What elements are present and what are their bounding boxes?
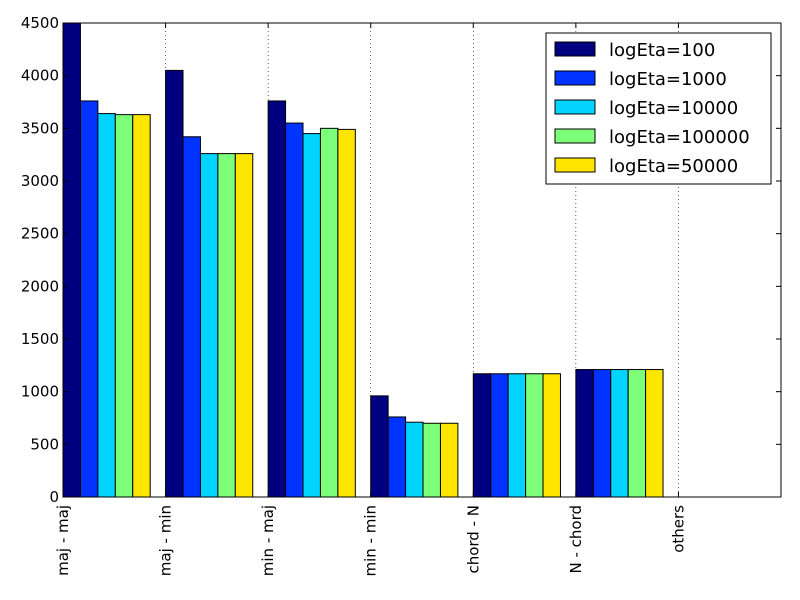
- y-tick-label: 2000: [21, 277, 59, 295]
- legend-label: logEta=1000: [609, 69, 727, 90]
- y-tick-label: 1500: [21, 330, 59, 348]
- bar: [627, 369, 647, 498]
- legend-swatch: [554, 99, 596, 115]
- plot-frame: [62, 22, 782, 498]
- bar: [525, 373, 544, 498]
- x-tick-label: maj - maj: [54, 505, 72, 576]
- bar: [132, 114, 151, 498]
- bar: [182, 136, 201, 498]
- y-tick-label: 4500: [21, 14, 59, 32]
- legend-swatch: [554, 41, 596, 57]
- bar: [472, 373, 492, 498]
- legend-label: logEta=100: [609, 40, 715, 61]
- bar: [592, 369, 612, 498]
- bar: [114, 114, 134, 498]
- x-tick-label: N - chord: [567, 505, 585, 574]
- bar: [234, 153, 254, 498]
- legend-swatch: [554, 128, 596, 144]
- y-tick-labels: 0 500 1000 1500 2000 2500 3000 3500 4000 4500: [21, 14, 59, 506]
- legend-label: logEta=100000: [609, 127, 750, 148]
- x-tick-label: others: [669, 505, 687, 553]
- bar: [319, 127, 339, 498]
- x-tick-labels: maj - maj maj - min min - maj min - min chor…: [54, 505, 687, 577]
- bar: [199, 153, 219, 498]
- bar: [439, 422, 459, 498]
- x-tick-label: min - min: [362, 505, 380, 577]
- y-tick-label: 500: [30, 435, 59, 453]
- bar: [302, 133, 321, 498]
- x-tick-label: maj - min: [157, 505, 175, 576]
- legend-swatch: [554, 157, 596, 173]
- x-tick-label: chord - N: [464, 505, 482, 574]
- bar: [610, 369, 629, 498]
- bar: [370, 395, 389, 498]
- bar: [575, 369, 594, 498]
- y-tick-label: 4000: [21, 67, 59, 85]
- bar: [267, 100, 287, 498]
- bar: [490, 373, 509, 498]
- bar: [217, 153, 236, 498]
- bar: [542, 373, 561, 498]
- bar: [405, 421, 424, 498]
- bar: [97, 113, 116, 498]
- x-tick-label: min - maj: [259, 505, 277, 576]
- bar: [645, 369, 664, 498]
- bar: [285, 122, 304, 498]
- bar: [507, 373, 527, 498]
- axis-ticks: [62, 22, 781, 498]
- y-tick-label: 3500: [21, 119, 59, 137]
- legend: logEta=100 logEta=1000 logEta=10000 logEta=…: [545, 32, 772, 185]
- bar: [387, 416, 407, 498]
- bar: [422, 422, 441, 498]
- bar: [337, 128, 356, 498]
- legend-label: logEta=10000: [609, 98, 738, 119]
- bar: [165, 69, 184, 498]
- y-tick-label: 0: [49, 488, 59, 506]
- bar: [62, 22, 81, 498]
- legend-swatch: [554, 70, 596, 86]
- y-tick-label: 3000: [21, 172, 59, 190]
- bar: [79, 100, 99, 498]
- y-tick-label: 2500: [21, 225, 59, 243]
- legend-label: logEta=50000: [609, 156, 738, 177]
- y-tick-label: 1000: [21, 383, 59, 401]
